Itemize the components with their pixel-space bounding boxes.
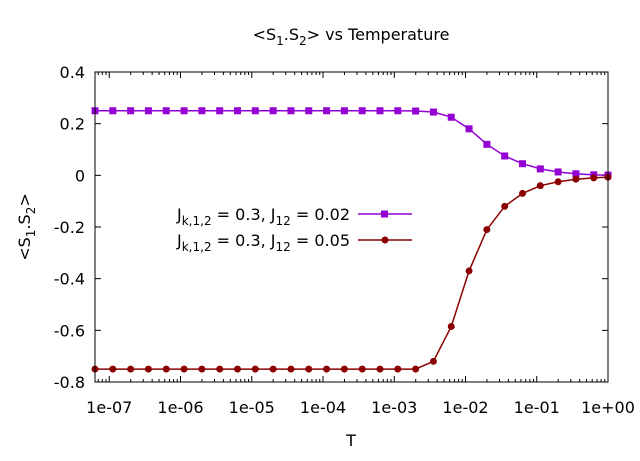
data-point-series-1: [412, 107, 420, 115]
legend-marker-series-1: [381, 210, 388, 218]
series-line-1: [95, 110, 609, 176]
data-point-series-2: [554, 178, 562, 186]
data-point-series-2: [429, 357, 437, 365]
data-point-series-1: [287, 107, 295, 115]
data-point-series-1: [323, 107, 331, 115]
data-point-series-2: [251, 365, 259, 373]
data-point-series-2: [180, 365, 188, 373]
data-point-series-1: [234, 107, 241, 115]
y-tick-label: 0: [75, 166, 85, 185]
data-point-series-1: [180, 107, 188, 115]
data-point-series-1: [109, 107, 117, 115]
data-point-series-1: [429, 108, 437, 116]
data-point-series-2: [287, 365, 295, 373]
data-point-series-2: [519, 189, 526, 197]
data-point-series-1: [572, 170, 580, 178]
data-point-series-2: [376, 365, 384, 373]
data-point-series-1: [198, 107, 206, 115]
chart-title: <S1.S2> vs Temperature: [253, 25, 450, 48]
data-point-series-2: [447, 322, 455, 330]
legend-label-series-1: Jk,1,2 = 0.3, J12 = 0.02: [176, 205, 350, 228]
legend: Jk,1,2 = 0.3, J12 = 0.02 Jk,1,2 = 0.3, J…: [176, 205, 412, 254]
data-point-series-2: [572, 175, 580, 183]
legend-marker-series-2: [381, 236, 389, 244]
data-point-series-2: [198, 365, 206, 373]
data-point-series-1: [162, 107, 170, 115]
data-point-series-1: [216, 107, 224, 115]
data-point-series-2: [412, 365, 420, 373]
data-point-series-1: [536, 165, 544, 173]
data-point-series-2: [305, 365, 313, 373]
data-point-series-1: [394, 107, 402, 115]
data-point-series-1: [376, 107, 384, 115]
data-point-series-1: [358, 107, 366, 115]
data-point-series-2: [127, 365, 135, 373]
data-point-series-1: [127, 107, 135, 115]
x-tick-label: 1e-03: [371, 398, 417, 417]
data-point-series-2: [340, 365, 348, 373]
data-point-series-1: [447, 113, 455, 121]
data-point-series-1: [483, 140, 491, 148]
data-point-series-2: [162, 365, 170, 373]
data-point-series-2: [465, 267, 473, 275]
data-point-series-2: [269, 365, 277, 373]
data-point-series-1: [501, 152, 509, 160]
data-point-series-1: [305, 107, 313, 115]
y-tick-label: -0.8: [54, 373, 85, 392]
data-point-series-1: [554, 168, 562, 176]
data-point-series-1: [251, 107, 259, 115]
data-point-series-2: [501, 202, 509, 210]
data-point-series-2: [144, 365, 152, 373]
data-point-series-2: [394, 365, 402, 373]
x-tick-label: 1e-01: [514, 398, 560, 417]
data-point-series-2: [216, 365, 224, 373]
data-point-series-2: [109, 365, 117, 373]
data-point-series-1: [519, 160, 526, 168]
x-tick-label: 1e-06: [157, 398, 203, 417]
legend-label-series-2: Jk,1,2 = 0.3, J12 = 0.05: [176, 231, 350, 254]
data-point-series-2: [483, 226, 491, 234]
x-tick-label: 1e-02: [442, 398, 488, 417]
plot-frame: [94, 71, 609, 383]
x-tick-label: 1e-07: [86, 398, 132, 417]
series-line-2: [95, 176, 609, 370]
y-tick-label: -0.2: [54, 218, 85, 237]
data-point-series-1: [269, 107, 277, 115]
x-tick-label: 1e-04: [300, 398, 346, 417]
data-point-series-2: [358, 365, 366, 373]
y-tick-label: -0.6: [54, 321, 85, 340]
y-axis-label: <S1.S2>: [15, 193, 38, 261]
data-point-series-2: [323, 365, 331, 373]
data-point-series-1: [144, 107, 152, 115]
y-tick-label: 0.2: [60, 115, 85, 134]
x-tick-label: 1e-05: [229, 398, 275, 417]
data-point-series-2: [590, 174, 598, 182]
data-point-series-1: [465, 125, 473, 133]
data-point-series-2: [234, 365, 241, 373]
data-point-series-2: [536, 182, 544, 190]
y-tick-label: -0.4: [54, 270, 85, 289]
x-axis-label: T: [345, 431, 356, 450]
x-tick-label: 1e+00: [581, 398, 635, 417]
data-point-series-1: [340, 107, 348, 115]
y-tick-label: 0.4: [60, 63, 85, 82]
